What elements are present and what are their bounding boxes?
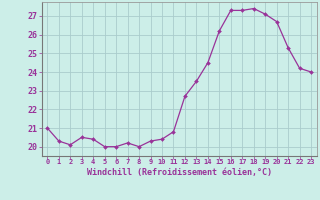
- X-axis label: Windchill (Refroidissement éolien,°C): Windchill (Refroidissement éolien,°C): [87, 168, 272, 177]
